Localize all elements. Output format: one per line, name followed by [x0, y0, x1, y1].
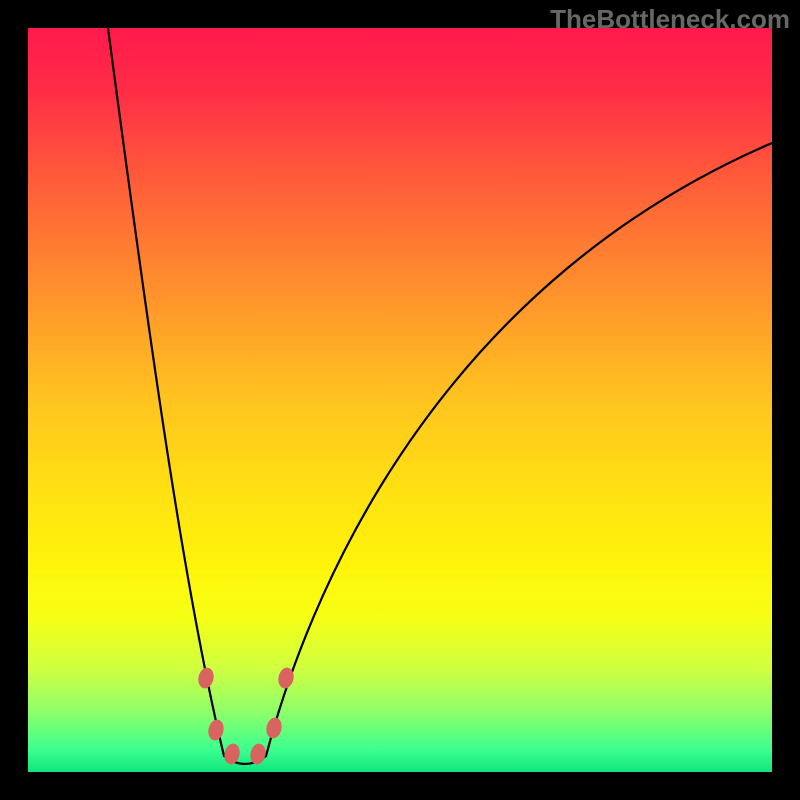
plot-area — [28, 28, 772, 772]
gradient-background — [28, 28, 772, 772]
chart-root: TheBottleneck.com — [0, 0, 800, 800]
chart-svg — [28, 28, 772, 772]
